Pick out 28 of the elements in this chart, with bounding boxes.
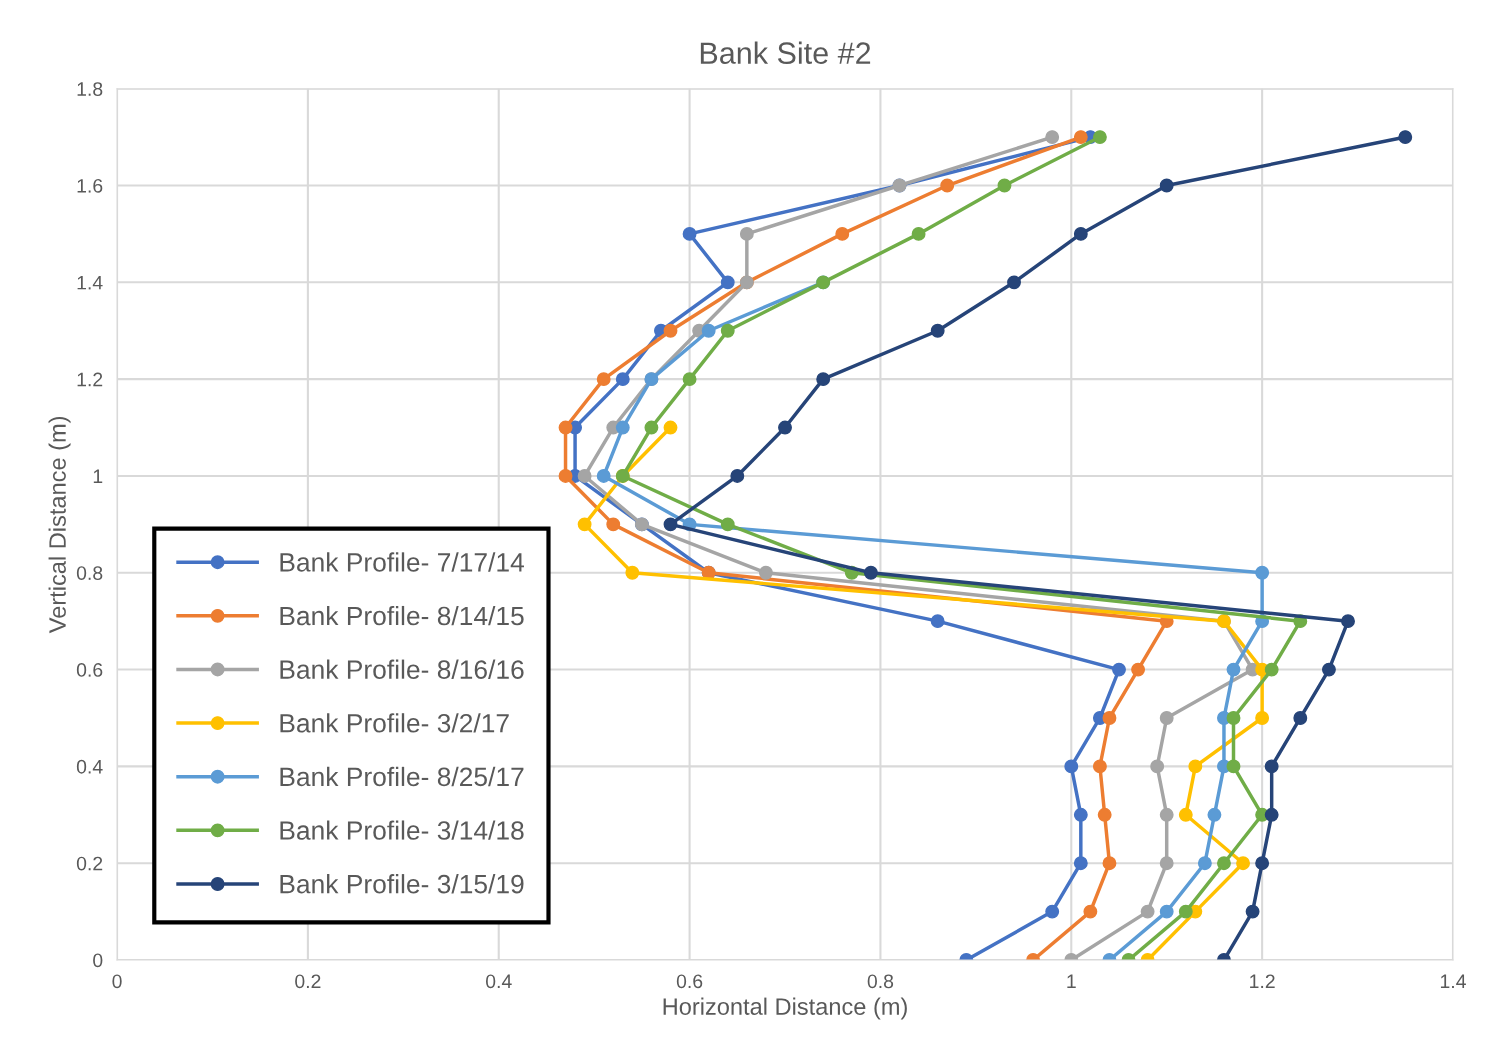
x-tick-label: 0.6 xyxy=(676,974,703,989)
x-tick-label: 1 xyxy=(1067,974,1076,988)
y-tick-label: 0 xyxy=(93,953,103,968)
x-tick-label: 0.4 xyxy=(485,974,512,989)
legend-label: Bank Profile- 3/15/19 xyxy=(280,874,524,894)
x-axis-title: Horizontal Distance (m) xyxy=(663,997,907,1020)
legend-label: Bank Profile- 7/17/14 xyxy=(280,552,524,572)
x-tick-label: 0.2 xyxy=(295,974,321,989)
y-tick-label: 0.4 xyxy=(76,759,103,774)
y-axis-title: Vertical Distance (m) xyxy=(48,416,71,634)
y-tick-label: 0.8 xyxy=(76,566,103,580)
y-tick-label: 1.2 xyxy=(77,372,103,387)
x-tick-label: 0 xyxy=(112,974,122,989)
y-tick-label: 1.4 xyxy=(77,276,103,290)
x-tick-label: 0.8 xyxy=(867,974,894,989)
legend-label: Bank Profile- 8/25/17 xyxy=(280,766,524,787)
legend-label: Bank Profile- 3/14/18 xyxy=(280,820,524,840)
x-tick-label: 1.2 xyxy=(1250,974,1275,988)
x-tick-label: 1.4 xyxy=(1440,974,1466,988)
y-tick-label: 1 xyxy=(93,469,103,483)
y-tick-label: 1.6 xyxy=(77,178,103,193)
y-tick-label: 0.2 xyxy=(76,856,103,871)
legend-label: Bank Profile- 3/2/17 xyxy=(280,713,509,733)
legend-label: Bank Profile- 8/16/16 xyxy=(280,659,524,679)
chart-title: Bank Site #2 xyxy=(700,41,871,64)
y-tick-label: 0.6 xyxy=(76,663,103,677)
y-tick-label: 1.8 xyxy=(77,82,103,96)
legend-label: Bank Profile- 8/14/15 xyxy=(280,605,524,626)
